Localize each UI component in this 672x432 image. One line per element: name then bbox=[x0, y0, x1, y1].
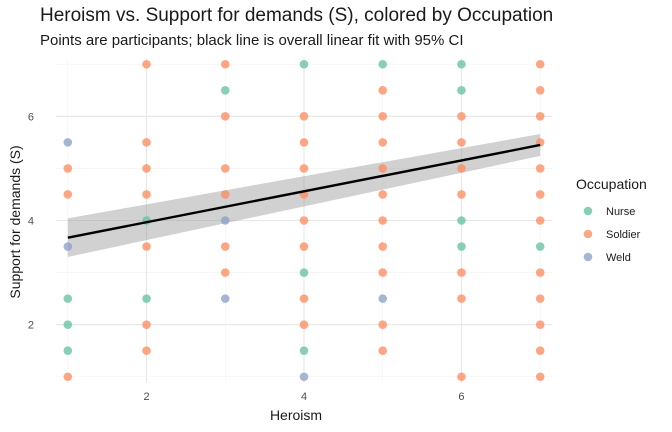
point-nurse bbox=[378, 59, 388, 69]
x-tick-label: 4 bbox=[301, 391, 307, 403]
point-nurse bbox=[457, 85, 466, 95]
point-nurse bbox=[63, 294, 73, 303]
point-nurse bbox=[457, 216, 466, 225]
point-soldier bbox=[220, 268, 230, 277]
point-soldier bbox=[142, 59, 151, 69]
point-nurse bbox=[63, 346, 73, 356]
legend: Occupation Nurse Soldier Weld bbox=[576, 176, 647, 264]
x-tick-label: 6 bbox=[458, 391, 464, 403]
point-soldier bbox=[535, 268, 545, 277]
point-soldier bbox=[457, 190, 466, 199]
point-soldier bbox=[142, 346, 151, 356]
fit-line-group bbox=[67, 143, 541, 239]
point-nurse bbox=[299, 268, 309, 277]
point-soldier bbox=[378, 85, 388, 95]
legend-key-soldier bbox=[583, 229, 593, 239]
fit-line bbox=[67, 143, 541, 239]
point-weld bbox=[63, 242, 73, 251]
point-soldier bbox=[457, 112, 466, 121]
point-soldier bbox=[535, 190, 545, 199]
point-soldier bbox=[299, 138, 309, 147]
point-soldier bbox=[535, 85, 545, 95]
point-soldier bbox=[457, 138, 466, 147]
y-tick-label: 2 bbox=[28, 320, 34, 332]
point-soldier bbox=[457, 372, 466, 382]
point-soldier bbox=[535, 216, 545, 225]
point-soldier bbox=[378, 138, 388, 147]
point-weld bbox=[220, 216, 230, 225]
legend-key-weld bbox=[583, 252, 593, 262]
point-soldier bbox=[378, 164, 388, 173]
point-soldier bbox=[535, 294, 545, 303]
point-soldier bbox=[535, 112, 545, 121]
point-weld bbox=[63, 138, 73, 147]
point-weld bbox=[299, 372, 309, 382]
point-nurse bbox=[142, 294, 151, 303]
y-tick-label: 6 bbox=[28, 111, 34, 123]
legend-label-soldier: Soldier bbox=[606, 229, 641, 241]
point-soldier bbox=[142, 242, 151, 251]
point-soldier bbox=[378, 216, 388, 225]
point-soldier bbox=[535, 346, 545, 356]
point-nurse bbox=[63, 320, 73, 329]
point-soldier bbox=[535, 372, 545, 382]
point-soldier bbox=[299, 294, 309, 303]
point-soldier bbox=[535, 320, 545, 329]
point-soldier bbox=[378, 190, 388, 199]
point-soldier bbox=[378, 268, 388, 277]
point-soldier bbox=[457, 164, 466, 173]
point-soldier bbox=[220, 112, 230, 121]
point-soldier bbox=[142, 320, 151, 329]
point-soldier bbox=[299, 242, 309, 251]
chart-title: Heroism vs. Support for demands (S), col… bbox=[40, 5, 554, 26]
point-soldier bbox=[142, 190, 151, 199]
point-soldier bbox=[535, 164, 545, 173]
point-nurse bbox=[220, 85, 230, 95]
y-tick-label: 4 bbox=[28, 216, 34, 228]
legend-key-nurse bbox=[583, 206, 593, 216]
point-soldier bbox=[457, 294, 466, 303]
point-soldier bbox=[378, 242, 388, 251]
legend-label-nurse: Nurse bbox=[606, 206, 635, 218]
point-weld bbox=[220, 294, 230, 303]
point-weld bbox=[378, 294, 388, 303]
tick-labels: 2 4 6 2 4 6 bbox=[28, 111, 465, 403]
point-soldier bbox=[378, 112, 388, 121]
point-soldier bbox=[299, 320, 309, 329]
point-soldier bbox=[220, 190, 230, 199]
point-soldier bbox=[457, 268, 466, 277]
point-nurse bbox=[457, 59, 466, 69]
point-nurse bbox=[457, 242, 466, 251]
point-soldier bbox=[299, 216, 309, 225]
point-soldier bbox=[220, 242, 230, 251]
point-soldier bbox=[63, 164, 73, 173]
point-soldier bbox=[63, 190, 73, 199]
legend-title: Occupation bbox=[576, 176, 647, 192]
x-axis-title: Heroism bbox=[270, 407, 322, 423]
point-soldier bbox=[63, 372, 73, 382]
point-soldier bbox=[142, 138, 151, 147]
point-soldier bbox=[299, 164, 309, 173]
point-nurse bbox=[299, 59, 309, 69]
y-axis-title: Support for demands (S) bbox=[7, 145, 23, 298]
point-nurse bbox=[299, 346, 309, 356]
point-soldier bbox=[378, 320, 388, 329]
chart-subtitle: Points are participants; black line is o… bbox=[40, 32, 464, 49]
point-soldier bbox=[535, 59, 545, 69]
point-soldier bbox=[220, 59, 230, 69]
point-nurse bbox=[535, 242, 545, 251]
point-soldier bbox=[378, 346, 388, 356]
point-soldier bbox=[220, 164, 230, 173]
legend-label-weld: Weld bbox=[606, 252, 631, 264]
point-soldier bbox=[299, 112, 309, 121]
data-points bbox=[63, 59, 545, 382]
x-tick-label: 2 bbox=[143, 391, 149, 403]
point-soldier bbox=[142, 164, 151, 173]
